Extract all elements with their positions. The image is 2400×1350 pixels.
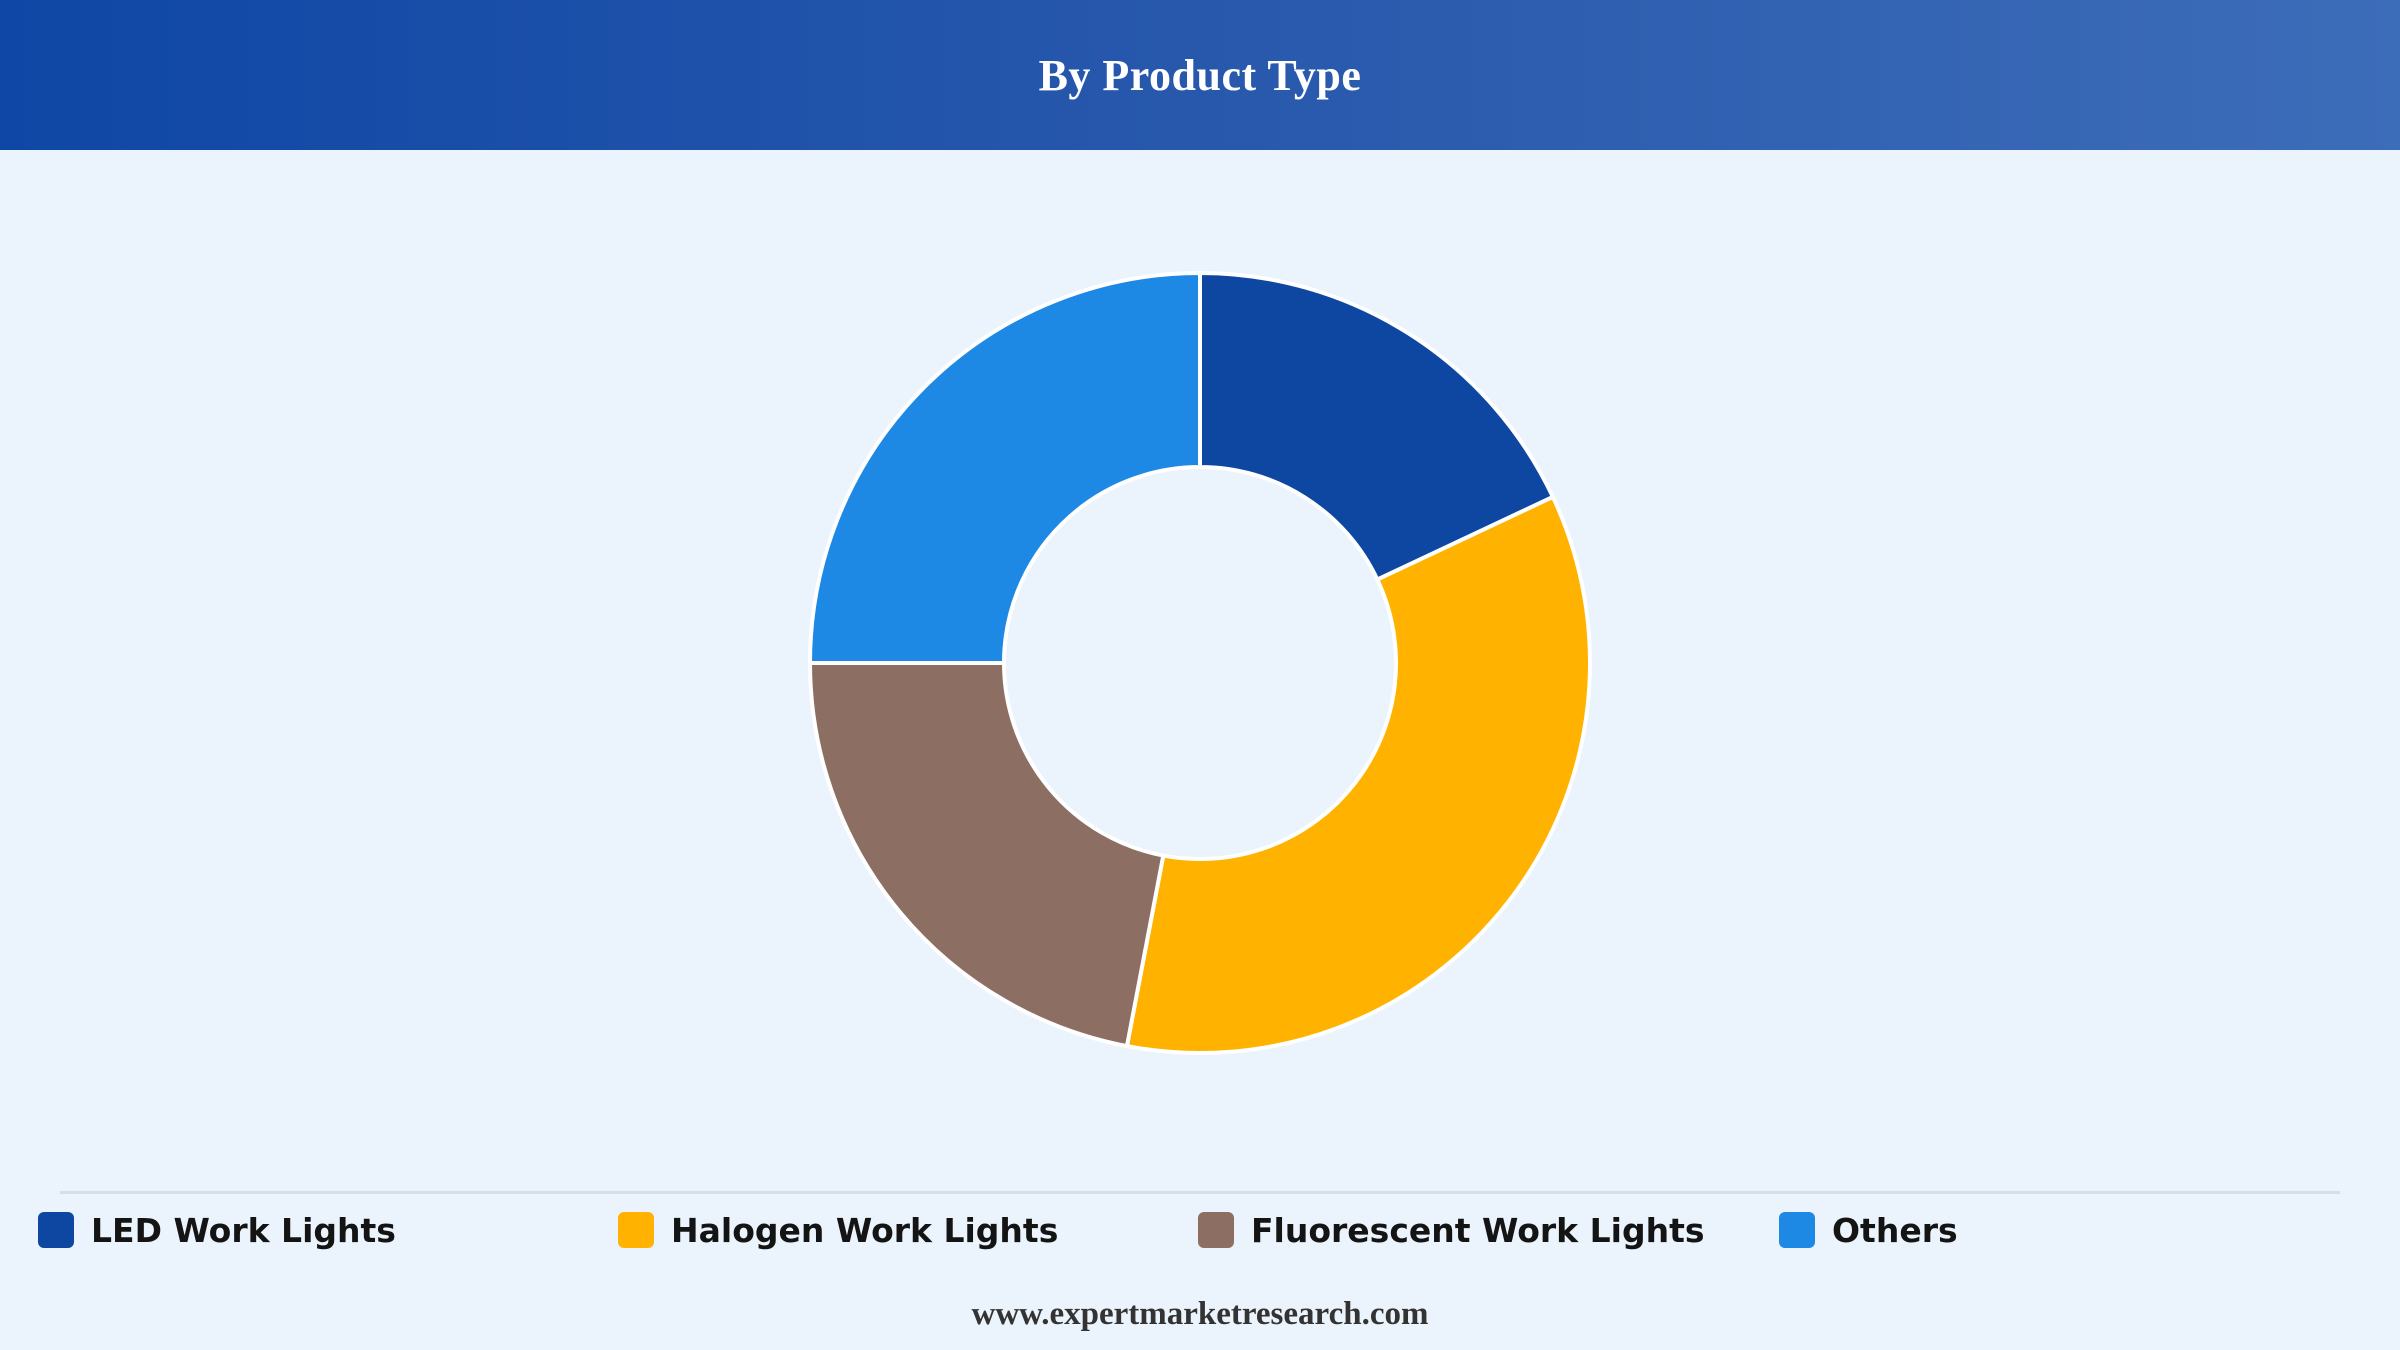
legend-label: Halogen Work Lights xyxy=(671,1210,1059,1250)
legend-swatch-fluorescent xyxy=(1198,1212,1234,1248)
chart-legend: LED Work Lights Halogen Work Lights Fluo… xyxy=(38,1208,2358,1252)
legend-label: Others xyxy=(1832,1210,1958,1250)
legend-swatch-others xyxy=(1779,1212,1815,1248)
legend-divider xyxy=(60,1191,2340,1194)
source-url: www.expertmarketresearch.com xyxy=(971,1296,1429,1332)
legend-item-led-work-lights[interactable]: LED Work Lights xyxy=(38,1208,396,1252)
slice-fluorescent-work-lights[interactable] xyxy=(808,661,1166,1049)
legend-label: Fluorescent Work Lights xyxy=(1251,1210,1705,1250)
slice-others[interactable] xyxy=(808,271,1202,665)
donut-chart xyxy=(808,271,1592,1055)
legend-item-fluorescent-work-lights[interactable]: Fluorescent Work Lights xyxy=(1198,1208,1705,1252)
donut-slices xyxy=(808,271,1592,1055)
legend-label: LED Work Lights xyxy=(91,1210,396,1250)
legend-swatch-halogen xyxy=(618,1212,654,1248)
slice-halogen-work-lights[interactable] xyxy=(1124,494,1592,1055)
chart-title: By Product Type xyxy=(1038,50,1362,100)
legend-swatch-led xyxy=(38,1212,74,1248)
chart-header: By Product Type xyxy=(0,0,2400,150)
slice-led-work-lights[interactable] xyxy=(1198,271,1555,582)
legend-item-others[interactable]: Others xyxy=(1779,1208,1958,1252)
legend-item-halogen-work-lights[interactable]: Halogen Work Lights xyxy=(618,1208,1058,1252)
